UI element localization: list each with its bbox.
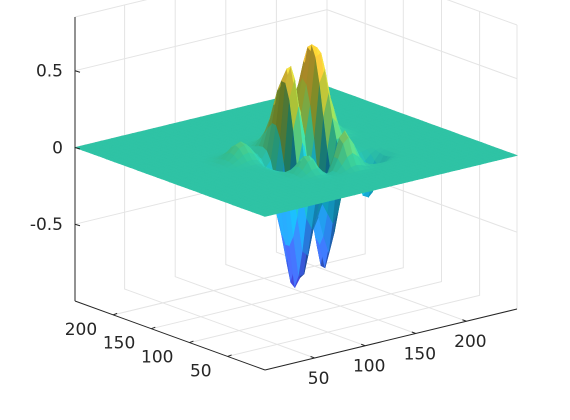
y-grid-line	[113, 0, 366, 316]
y-tick-mark	[227, 354, 232, 357]
x-grid-line	[225, 0, 416, 334]
y-tick-label: 200	[65, 320, 97, 340]
y-tick-label: 50	[190, 361, 212, 381]
z-grid-line	[74, 9, 518, 80]
x-tick-label: 100	[353, 357, 385, 377]
z-tick-label: -0.5	[30, 215, 63, 235]
z-tick-mark	[74, 70, 81, 73]
tick-labels: 50 100 150 200 50 100 150 200 -0.5 0 0.5	[30, 62, 487, 389]
y-grid-line	[151, 0, 404, 330]
x-tick-mark	[310, 356, 315, 359]
z-tick-mark	[74, 223, 81, 227]
x-axis-line	[264, 308, 518, 371]
x-tick-mark	[462, 319, 467, 322]
x-grid-line	[124, 5, 315, 359]
y-grid-line	[189, 0, 442, 344]
y-tick-mark	[112, 312, 118, 316]
x-grid-line	[275, 0, 467, 322]
y-tick-mark	[151, 326, 156, 330]
x-tick-label: 200	[454, 332, 486, 352]
x-grid-line	[174, 0, 366, 347]
x-tick-label: 50	[308, 369, 330, 389]
z-tick-label: 0.5	[36, 62, 63, 82]
x-tick-mark	[411, 331, 416, 334]
x-tick-label: 150	[404, 344, 436, 364]
z-tick-label: 0	[52, 138, 63, 158]
y-tick-label: 150	[103, 334, 135, 354]
y-axis-line	[74, 300, 266, 371]
y-grid-line	[227, 11, 481, 357]
axes	[74, 17, 518, 371]
surface-mesh	[73, 44, 519, 289]
box-top-edge	[74, 0, 518, 26]
z-tick-mark	[74, 147, 81, 150]
surface-patch	[506, 153, 519, 158]
y-tick-label: 100	[141, 348, 173, 368]
x-tick-mark	[361, 343, 366, 347]
y-tick-mark	[189, 340, 194, 344]
